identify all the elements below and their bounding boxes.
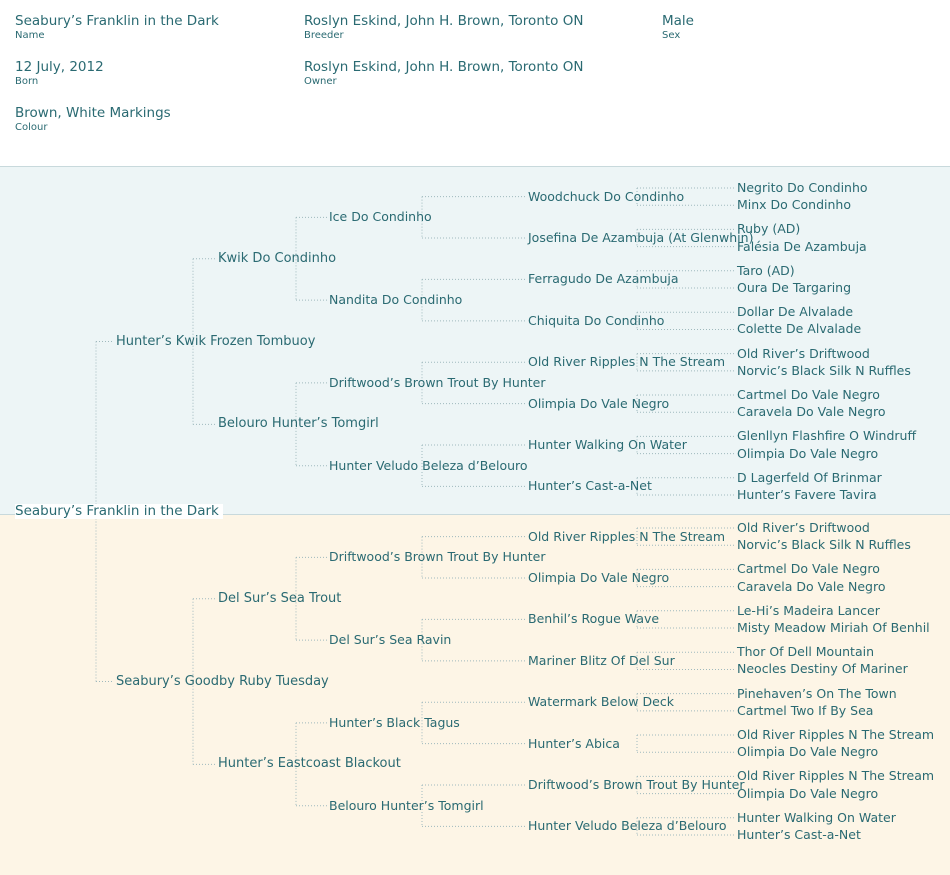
owner-field: Roslyn Eskind, John H. Brown, Toronto ON… (304, 59, 583, 88)
gen3-ancestor-2[interactable]: Nandita Do Condinho (329, 292, 463, 308)
colour-label: Colour (15, 122, 48, 133)
gen2-ancestor-4[interactable]: Hunter’s Eastcoast Blackout (218, 756, 401, 772)
gen4-ancestor-14[interactable]: Hunter’s Abica (528, 735, 620, 751)
gen5-ancestor-32[interactable]: Hunter’s Cast-a-Net (737, 827, 861, 843)
gen2-ancestor-2[interactable]: Belouro Hunter’s Tomgirl (218, 416, 379, 432)
gen5-ancestor-15[interactable]: D Lagerfeld Of Brinmar (737, 469, 882, 485)
gen5-ancestor-9[interactable]: Old River’s Driftwood (737, 345, 870, 361)
gen4-ancestor-8[interactable]: Hunter’s Cast-a-Net (528, 478, 652, 494)
gen5-ancestor-12[interactable]: Caravela Do Vale Negro (737, 404, 886, 420)
gen5-ancestor-20[interactable]: Caravela Do Vale Negro (737, 578, 886, 594)
gen5-ancestor-31[interactable]: Hunter Walking On Water (737, 809, 896, 825)
gen5-ancestor-27[interactable]: Old River Ripples N The Stream (737, 727, 935, 742)
gen1-ancestor-2[interactable]: Seabury’s Goodby Ruby Tuesday (116, 673, 329, 689)
gen5-ancestor-21[interactable]: Le-Hi’s Madeira Lancer (737, 602, 880, 618)
gen5-ancestor-30[interactable]: Olimpia Do Vale Negro (737, 785, 879, 801)
gen4-ancestor-7[interactable]: Hunter Walking On Water (528, 437, 687, 453)
gen5-ancestor-13[interactable]: Glenllyn Flashfire O Windruff (737, 428, 917, 444)
colour-field: Brown, White Markings Colour (15, 105, 171, 134)
breeder-field: Roslyn Eskind, John H. Brown, Toronto ON… (304, 13, 583, 42)
gen4-ancestor-5[interactable]: Old River Ripples N The Stream (528, 354, 726, 370)
sire-side-panel (0, 166, 950, 514)
name-label: Name (15, 30, 45, 41)
gen4-ancestor-9[interactable]: Old River Ripples N The Stream (528, 528, 726, 544)
gen3-ancestor-7[interactable]: Hunter’s Black Tagus (329, 714, 460, 730)
gen5-ancestor-24[interactable]: Neocles Destiny Of Mariner (737, 661, 908, 677)
gen1-ancestor-1[interactable]: Hunter’s Kwik Frozen Tombuoy (116, 333, 316, 349)
gen5-ancestor-11[interactable]: Cartmel Do Vale Negro (737, 387, 880, 402)
gen4-ancestor-6[interactable]: Olimpia Do Vale Negro (528, 395, 670, 411)
gen3-ancestor-3[interactable]: Driftwood’s Brown Trout By Hunter (329, 374, 546, 390)
gen2-ancestor-3[interactable]: Del Sur’s Sea Trout (218, 590, 342, 606)
gen5-ancestor-4[interactable]: Falésia De Azambuja (737, 238, 867, 254)
name-value: Seabury’s Franklin in the Dark (15, 13, 219, 29)
gen5-ancestor-7[interactable]: Dollar De Alvalade (737, 304, 854, 320)
gen5-ancestor-25[interactable]: Pinehaven’s On The Town (737, 685, 897, 701)
gen4-ancestor-12[interactable]: Mariner Blitz Of Del Sur (528, 652, 675, 668)
gen4-ancestor-4[interactable]: Chiquita Do Condinho (528, 312, 665, 328)
breeder-value: Roslyn Eskind, John H. Brown, Toronto ON (304, 13, 584, 29)
gen5-ancestor-18[interactable]: Norvic’s Black Silk N Ruffles (737, 537, 911, 553)
gen2-ancestor-1[interactable]: Kwik Do Condinho (218, 250, 337, 266)
owner-value: Roslyn Eskind, John H. Brown, Toronto ON (304, 59, 584, 75)
gen5-ancestor-5[interactable]: Taro (AD) (737, 262, 795, 278)
gen5-ancestor-29[interactable]: Old River Ripples N The Stream (737, 768, 935, 784)
gen5-ancestor-14[interactable]: Olimpia Do Vale Negro (737, 445, 879, 461)
colour-value: Brown, White Markings (15, 105, 171, 121)
gen4-ancestor-13[interactable]: Watermark Below Deck (528, 694, 674, 710)
gen3-ancestor-6[interactable]: Del Sur’s Sea Ravin (329, 632, 452, 648)
gen4-ancestor-3[interactable]: Ferragudo De Azambuja (528, 271, 679, 287)
born-field: 12 July, 2012 Born (15, 59, 104, 88)
gen5-ancestor-23[interactable]: Thor Of Dell Mountain (737, 644, 874, 660)
gen5-ancestor-6[interactable]: Oura De Targaring (737, 280, 852, 296)
breeder-label: Breeder (304, 30, 344, 41)
sex-value: Male (662, 13, 694, 29)
gen3-ancestor-8[interactable]: Belouro Hunter’s Tomgirl (329, 797, 484, 813)
gen3-ancestor-4[interactable]: Hunter Veludo Beleza d’Belouro (329, 457, 528, 473)
gen5-ancestor-17[interactable]: Old River’s Driftwood (737, 520, 870, 535)
gen5-ancestor-28[interactable]: Olimpia Do Vale Negro (737, 744, 879, 760)
gen5-ancestor-8[interactable]: Colette De Alvalade (737, 321, 862, 337)
gen4-ancestor-2[interactable]: Josefina De Azambuja (At Glenwhin) (528, 230, 754, 246)
gen5-ancestor-22[interactable]: Misty Meadow Miriah Of Benhil (737, 620, 930, 636)
gen4-ancestor-11[interactable]: Benhil’s Rogue Wave (528, 611, 660, 627)
owner-label: Owner (304, 76, 337, 87)
born-label: Born (15, 76, 39, 87)
sex-field: Male Sex (662, 13, 694, 42)
sex-label: Sex (662, 30, 681, 41)
gen5-ancestor-2[interactable]: Minx Do Condinho (737, 197, 851, 213)
gen3-ancestor-5[interactable]: Driftwood’s Brown Trout By Hunter (329, 549, 546, 565)
gen4-ancestor-16[interactable]: Hunter Veludo Beleza d’Belouro (528, 818, 727, 834)
name-field: Seabury’s Franklin in the Dark Name (15, 13, 219, 42)
dam-side-panel (0, 514, 950, 875)
gen4-ancestor-1[interactable]: Woodchuck Do Condinho (528, 188, 685, 204)
gen4-ancestor-10[interactable]: Olimpia Do Vale Negro (528, 570, 670, 586)
gen5-ancestor-16[interactable]: Hunter’s Favere Tavira (737, 487, 877, 503)
gen5-ancestor-1[interactable]: Negrito Do Condinho (737, 180, 868, 195)
subject-dog-name[interactable]: Seabury’s Franklin in the Dark (15, 503, 223, 519)
born-value: 12 July, 2012 (15, 59, 104, 75)
gen5-ancestor-10[interactable]: Norvic’s Black Silk N Ruffles (737, 362, 911, 378)
gen5-ancestor-3[interactable]: Ruby (AD) (737, 221, 801, 237)
gen5-ancestor-19[interactable]: Cartmel Do Vale Negro (737, 561, 880, 577)
gen4-ancestor-15[interactable]: Driftwood’s Brown Trout By Hunter (528, 777, 745, 793)
gen5-ancestor-26[interactable]: Cartmel Two If By Sea (737, 702, 874, 718)
gen3-ancestor-1[interactable]: Ice Do Condinho (329, 209, 432, 225)
